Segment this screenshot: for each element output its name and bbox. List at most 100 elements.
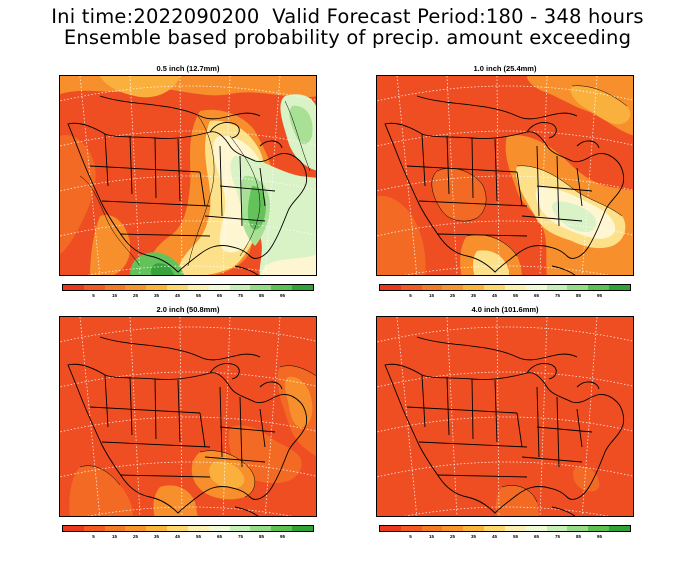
colorbar-swatch (400, 285, 422, 290)
colorbar-swatch (380, 526, 401, 531)
colorbar-tick-label: 75 (554, 534, 560, 539)
panel-title: 1.0 inch (25.4mm) (473, 64, 537, 73)
colorbar-swatch (588, 285, 610, 290)
colorbar-swatch (484, 285, 505, 290)
colorbar-tick-label: 45 (174, 534, 180, 539)
colorbar-swatch (104, 526, 126, 531)
colorbar-tick-label: 15 (428, 293, 434, 298)
colorbar-swatch (271, 285, 293, 290)
colorbar-tick-label: 25 (132, 534, 138, 539)
probability-panel-0p5-inch: 0.5 inch (12.7mm) (59, 64, 317, 326)
colorbar-swatch (146, 285, 168, 290)
colorbar-swatch (83, 285, 105, 290)
colorbar-swatch (546, 526, 568, 531)
colorbar-swatch (463, 285, 485, 290)
colorbar-tick-label: 25 (132, 293, 138, 298)
header-subtitle: Ensemble based probability of precip. am… (63, 26, 632, 49)
colorbar-tick-label: 15 (111, 293, 117, 298)
colorbar-tick-label: 25 (449, 293, 455, 298)
colorbar-swatch (546, 285, 568, 290)
colorbar-swatch (292, 526, 313, 531)
colorbar-swatch (208, 285, 230, 290)
colorbar-tick-label: 35 (153, 293, 159, 298)
colorbar-ticks: 5 15 25 35 45 55 65 75 85 95 (379, 534, 631, 542)
colorbar-swatch (588, 526, 610, 531)
colorbar-swatch (504, 526, 526, 531)
colorbar-swatch (187, 285, 209, 290)
colorbar-swatch (442, 526, 464, 531)
colorbar-swatch (421, 526, 443, 531)
colorbar-swatch (609, 285, 630, 290)
colorbar-ticks: 5 15 25 35 45 55 65 75 85 95 (62, 293, 314, 301)
colorbar-tick-label: 35 (470, 293, 476, 298)
colorbar-swatch (187, 526, 209, 531)
colorbar-ticks: 5 15 25 35 45 55 65 75 85 95 (379, 293, 631, 301)
colorbar-tick-label: 5 (92, 534, 95, 539)
header-title: Ini time:2022090200 Valid Forecast Perio… (51, 5, 644, 28)
colorbar-swatch (229, 526, 251, 531)
colorbar-tick-label: 65 (216, 534, 222, 539)
colorbar-swatch (167, 285, 188, 290)
colorbar (62, 525, 314, 532)
colorbar-swatch (250, 285, 272, 290)
probability-panel-2p0-inch: 2.0 inch (50.8mm) (59, 305, 317, 567)
north-america-map-icon (377, 317, 633, 516)
colorbar-tick-label: 25 (449, 534, 455, 539)
colorbar (379, 284, 631, 291)
probability-panel-1p0-inch: 1.0 inch (25.4mm) (376, 64, 634, 326)
colorbar-tick-label: 95 (279, 534, 285, 539)
colorbar-swatch (229, 285, 251, 290)
colorbar-swatch (442, 285, 464, 290)
colorbar-swatch (567, 285, 589, 290)
colorbar-swatch (83, 526, 105, 531)
colorbar-swatch (250, 526, 272, 531)
colorbar-tick-label: 45 (174, 293, 180, 298)
colorbar-swatch (525, 526, 547, 531)
colorbar-tick-label: 85 (258, 293, 264, 298)
colorbar-tick-label: 65 (533, 534, 539, 539)
panel-title: 0.5 inch (12.7mm) (156, 64, 220, 73)
colorbar-tick-label: 55 (195, 293, 201, 298)
colorbar-tick-label: 85 (575, 534, 581, 539)
colorbar-tick-label: 55 (512, 293, 518, 298)
colorbar-swatch (400, 526, 422, 531)
colorbar-swatch (567, 526, 589, 531)
colorbar-tick-label: 75 (237, 534, 243, 539)
panel-title: 2.0 inch (50.8mm) (156, 305, 220, 314)
colorbar (62, 284, 314, 291)
colorbar-tick-label: 95 (596, 293, 602, 298)
colorbar-swatch (63, 526, 84, 531)
colorbar-swatch (208, 526, 230, 531)
colorbar-swatch (104, 285, 126, 290)
colorbar-tick-label: 15 (428, 534, 434, 539)
colorbar-swatch (380, 285, 401, 290)
probability-panel-4p0-inch: 4.0 inch (101.6mm) (376, 305, 634, 567)
colorbar-swatch (125, 526, 147, 531)
colorbar-tick-label: 55 (512, 534, 518, 539)
colorbar-tick-label: 85 (575, 293, 581, 298)
probability-map (376, 316, 634, 517)
colorbar-tick-label: 65 (533, 293, 539, 298)
colorbar-swatch (146, 526, 168, 531)
colorbar-swatch (125, 285, 147, 290)
panel-title: 4.0 inch (101.6mm) (471, 305, 539, 314)
probability-map (59, 316, 317, 517)
north-america-map-icon (377, 76, 633, 275)
colorbar-swatch (421, 285, 443, 290)
colorbar-tick-label: 75 (554, 293, 560, 298)
colorbar-tick-label: 95 (596, 534, 602, 539)
north-america-map-icon (60, 317, 316, 516)
north-america-map-icon (60, 76, 316, 275)
colorbar-tick-label: 5 (92, 293, 95, 298)
colorbar-tick-label: 85 (258, 534, 264, 539)
colorbar-swatch (463, 526, 485, 531)
colorbar-tick-label: 55 (195, 534, 201, 539)
colorbar-swatch (484, 526, 505, 531)
colorbar-swatch (292, 285, 313, 290)
colorbar-swatch (167, 526, 188, 531)
colorbar-tick-label: 95 (279, 293, 285, 298)
colorbar-swatch (504, 285, 526, 290)
colorbar (379, 525, 631, 532)
colorbar-swatch (609, 526, 630, 531)
colorbar-tick-label: 35 (153, 534, 159, 539)
